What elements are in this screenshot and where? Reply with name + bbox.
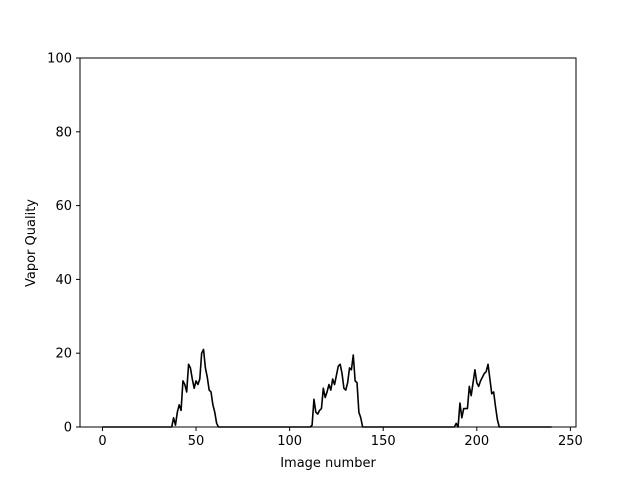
y-tick-label: 20 — [55, 347, 72, 362]
y-tick-label: 40 — [55, 273, 72, 288]
y-tick-label: 100 — [47, 52, 72, 67]
vapor-quality-line — [102, 348, 552, 428]
x-tick-label: 250 — [558, 434, 583, 449]
x-axis-label: Image number — [280, 456, 376, 471]
axes-frame — [79, 57, 577, 428]
y-tick-label: 0 — [64, 421, 72, 436]
y-axis-label: Vapor Quality — [24, 199, 39, 287]
y-tick-label: 60 — [55, 199, 72, 214]
x-tick-label: 0 — [98, 434, 106, 449]
x-tick-label: 100 — [277, 434, 302, 449]
x-tick-label: 200 — [464, 434, 489, 449]
x-tick-label: 50 — [188, 434, 205, 449]
x-tick-label: 150 — [371, 434, 396, 449]
y-axis-ticks: 0 20 40 60 80 100 — [47, 52, 80, 436]
axes-background — [80, 58, 576, 427]
plot-area — [79, 57, 577, 428]
y-tick-label: 80 — [55, 125, 72, 140]
x-axis-ticks: 0 50 100 150 200 250 — [98, 427, 583, 449]
